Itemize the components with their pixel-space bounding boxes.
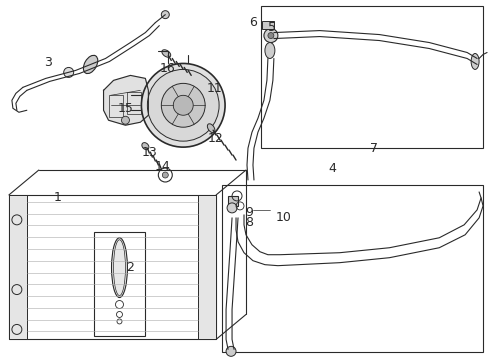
Bar: [198, 195, 216, 339]
Circle shape: [173, 95, 193, 115]
Text: 1: 1: [54, 192, 61, 204]
Ellipse shape: [162, 50, 170, 57]
Text: 16: 16: [159, 62, 175, 75]
Ellipse shape: [470, 54, 478, 69]
Ellipse shape: [111, 238, 127, 298]
Bar: [227, 196, 238, 206]
Ellipse shape: [264, 42, 274, 58]
Text: 14: 14: [154, 159, 170, 172]
Ellipse shape: [83, 55, 98, 73]
Ellipse shape: [207, 124, 214, 132]
Polygon shape: [103, 75, 148, 125]
Text: 4: 4: [328, 162, 336, 175]
Bar: [261, 6, 482, 148]
Circle shape: [147, 69, 219, 141]
Text: 13: 13: [141, 145, 157, 159]
Text: 7: 7: [369, 141, 377, 155]
Circle shape: [161, 84, 205, 127]
Circle shape: [264, 28, 277, 42]
Circle shape: [226, 203, 237, 213]
Text: 12: 12: [207, 132, 223, 145]
Ellipse shape: [142, 143, 149, 150]
Bar: [222, 185, 482, 352]
Text: 2: 2: [126, 261, 134, 274]
Bar: [108, 95, 123, 117]
Text: 10: 10: [275, 211, 291, 224]
Text: 11: 11: [206, 82, 222, 95]
Bar: [127, 92, 141, 114]
Bar: [93, 232, 145, 336]
Circle shape: [267, 32, 273, 39]
Text: 15: 15: [117, 102, 133, 115]
Text: 5: 5: [267, 21, 275, 34]
Circle shape: [121, 116, 129, 124]
Circle shape: [63, 67, 74, 77]
Bar: [262, 21, 273, 28]
Text: 8: 8: [244, 216, 252, 229]
Circle shape: [141, 63, 224, 147]
Circle shape: [162, 172, 168, 178]
Circle shape: [225, 346, 236, 356]
Bar: [9, 195, 216, 339]
Bar: [9, 195, 27, 339]
Text: 9: 9: [244, 206, 252, 219]
Text: 6: 6: [248, 16, 256, 29]
Text: 3: 3: [44, 56, 52, 69]
Circle shape: [161, 11, 169, 19]
